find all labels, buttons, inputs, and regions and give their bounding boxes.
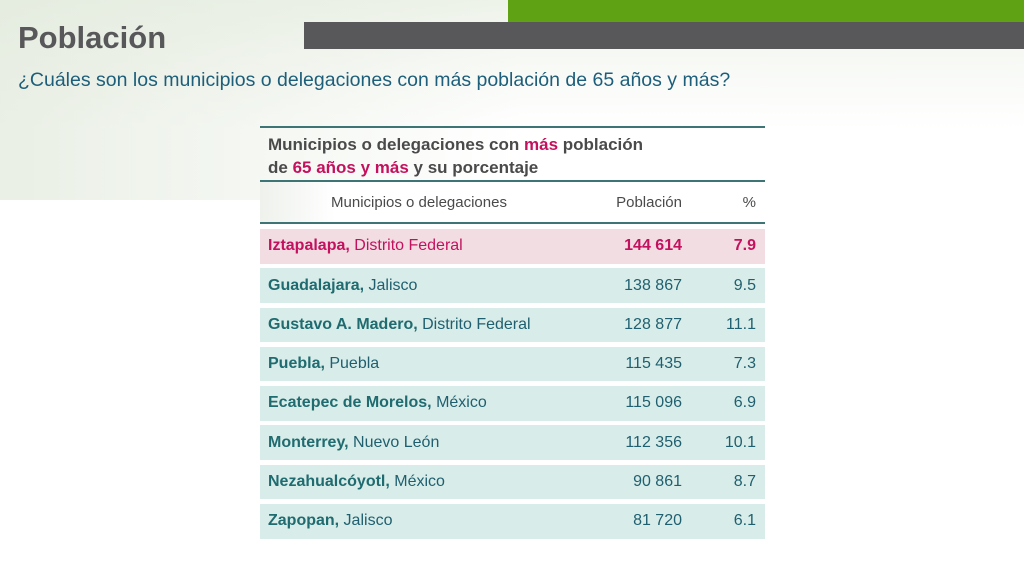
table-row: Zapopan, Jalisco 81 720 6.1 [260,504,765,539]
municipio-state: Jalisco [364,276,418,294]
table-row: Monterrey, Nuevo León 112 356 10.1 [260,425,765,460]
table-caption: Municipios o delegaciones con más poblac… [260,126,765,182]
municipio-name: Iztapalapa, [268,237,350,255]
table-row: Ecatepec de Morelos, México 115 096 6.9 [260,386,765,421]
row-percent: 7.3 [733,355,756,373]
caption-text-2: población [558,135,644,154]
caption-highlight-age: 65 años y más [292,158,409,177]
row-municipio: Puebla, Puebla [260,355,578,373]
municipio-name: Nezahualcóyotl, [268,473,390,491]
table-row: Iztapalapa, Distrito Federal 144 614 7.9 [260,229,765,264]
row-municipio: Zapopan, Jalisco [260,512,578,530]
row-municipio: Iztapalapa, Distrito Federal [260,237,578,255]
row-population: 115 435 [625,355,682,373]
slide-title: Población [18,20,167,55]
caption-highlight-mas: más [524,135,559,154]
municipio-name: Gustavo A. Madero, [268,315,418,333]
municipio-state: Puebla [324,355,380,373]
population-table: Municipios o delegaciones con más poblac… [260,126,765,543]
caption-text-4: y su porcentaje [408,158,539,177]
row-municipio: Ecatepec de Morelos, México [260,394,578,412]
row-population: 112 356 [625,433,682,451]
municipio-name: Puebla, [268,355,325,373]
caption-text-3: de [268,158,293,177]
row-population: 90 861 [633,473,682,491]
table-row: Gustavo A. Madero, Distrito Federal 128 … [260,307,765,343]
municipio-state: Nuevo León [348,433,440,451]
table-row: Nezahualcóyotl, México 90 861 8.7 [260,464,765,500]
row-population: 138 867 [624,276,682,294]
municipio-state: México [389,473,445,491]
row-percent: 8.7 [733,473,756,491]
municipio-name: Guadalajara, [268,276,365,294]
row-percent: 10.1 [724,433,756,451]
row-population: 144 614 [624,237,682,255]
row-percent: 9.5 [733,276,756,294]
row-percent: 11.1 [726,315,756,333]
municipio-state: Distrito Federal [349,237,463,255]
row-municipio: Nezahualcóyotl, México [260,473,578,491]
table-body: Iztapalapa, Distrito Federal 144 614 7.9… [260,229,765,539]
municipio-state: Jalisco [339,512,393,530]
grey-accent-bar [304,22,1024,49]
column-header-poblacion: Población [616,193,682,211]
column-header-municipio: Municipios o delegaciones [331,193,507,211]
caption-text-1: Municipios o delegaciones con [268,135,524,154]
row-percent: 7.9 [733,237,756,255]
table-row: Guadalajara, Jalisco 138 867 9.5 [260,268,765,303]
row-municipio: Guadalajara, Jalisco [260,277,578,295]
row-percent: 6.9 [733,394,756,412]
municipio-name: Zapopan, [268,512,340,530]
municipio-name: Ecatepec de Morelos, [268,394,432,412]
table-row: Puebla, Puebla 115 435 7.3 [260,346,765,382]
column-headers: Municipios o delegaciones Población % [260,182,765,224]
green-accent-bar [508,0,1024,22]
column-header-percent: % [742,193,756,211]
row-municipio: Gustavo A. Madero, Distrito Federal [260,316,578,334]
slide-subtitle: ¿Cuáles son los municipios o delegacione… [18,69,731,91]
municipio-name: Monterrey, [268,433,349,451]
row-population: 81 720 [633,512,682,530]
row-population: 128 877 [624,315,682,333]
municipio-state: Distrito Federal [417,315,531,333]
row-municipio: Monterrey, Nuevo León [260,434,578,452]
row-percent: 6.1 [733,512,756,530]
row-population: 115 096 [625,394,682,412]
municipio-state: México [431,394,487,412]
